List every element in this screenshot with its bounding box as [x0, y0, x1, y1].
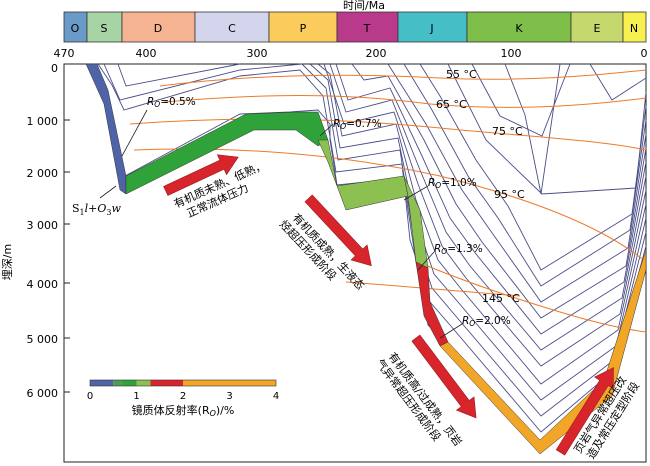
- x-axis-title: 时间/Ma: [343, 0, 385, 12]
- isotherm-line: [129, 118, 647, 151]
- x-tick-label: 0: [641, 47, 648, 60]
- burial-line: [589, 63, 647, 101]
- legend-bar-frame: [89, 379, 277, 387]
- legend-tick-label: 1: [133, 391, 139, 402]
- y-tick-label: 2 000: [27, 167, 59, 180]
- x-tick-label: 200: [366, 47, 387, 60]
- burial-line: [419, 63, 647, 271]
- formation-leader: [99, 185, 117, 199]
- ro-label: RO=1.3%: [434, 243, 483, 256]
- legend-tick-label: 4: [273, 391, 279, 402]
- isotherm-label: 95 °C: [494, 188, 525, 201]
- isotherms: [129, 69, 647, 333]
- ro-leader: [439, 323, 463, 339]
- ro-leader: [121, 109, 148, 157]
- y-tick-label: 3 000: [27, 219, 59, 232]
- burial-line: [117, 63, 647, 401]
- isotherm-line: [159, 69, 647, 87]
- x-tick-label: 470: [54, 47, 75, 60]
- stage-label-3: 有机质高/过成熟，页岩 气异常超压形成阶段: [373, 348, 467, 460]
- burial-line: [329, 63, 647, 351]
- ro-leader: [417, 251, 435, 271]
- burial-line: [403, 63, 647, 287]
- time-scale-bar: O S D C P T J K E N: [63, 11, 647, 43]
- ro-label: RO=0.5%: [147, 96, 196, 109]
- legend-segment: [136, 380, 151, 386]
- burial-line: [317, 63, 647, 385]
- legend-tick-label: 2: [180, 391, 186, 402]
- period-c: [194, 11, 270, 43]
- burial-line: [351, 63, 647, 319]
- isotherm-line: [133, 148, 647, 263]
- period-label-c: C: [228, 22, 236, 35]
- x-axis: 470 400 300 200 100 0: [54, 47, 648, 60]
- y-axis-title: 埋深/m: [1, 244, 14, 280]
- period-n: [622, 11, 647, 43]
- ro-labels: RO=0.5% RO=0.7% RO=1.0% RO=1.3% RO=2.0%: [121, 96, 511, 339]
- isotherm-label: 75 °C: [492, 125, 523, 138]
- ro-label: RO=2.0%: [462, 315, 511, 328]
- ro-leader: [403, 185, 429, 201]
- legend-color-bar: [90, 380, 276, 386]
- arrow-stage-3: [411, 334, 477, 419]
- legend-segment: [122, 380, 137, 386]
- burial-line: [97, 63, 647, 433]
- ro-label: RO=1.0%: [428, 177, 477, 190]
- period-label-o: O: [71, 22, 80, 35]
- isotherm-line: [163, 95, 647, 108]
- stage-arrows: [163, 154, 614, 456]
- period-s: [86, 11, 123, 43]
- burial-line: [387, 63, 647, 303]
- y-tick-label: 4 000: [27, 278, 59, 291]
- ro-legend: 0 1 2 3 4 镜质体反射率(RO)/%: [87, 379, 279, 418]
- x-tick-label: 100: [501, 47, 522, 60]
- period-d: [121, 11, 196, 43]
- y-tick-label: 6 000: [27, 387, 59, 400]
- arrow-stage-2: [304, 194, 372, 267]
- period-label-n: N: [630, 22, 638, 35]
- period-label-s: S: [101, 22, 108, 35]
- burial-line: [335, 63, 647, 335]
- period-p: [268, 11, 338, 43]
- legend-tick-label: 0: [87, 391, 93, 402]
- isotherm-labels: 55 °C 65 °C 75 °C 95 °C 145 °C: [436, 68, 525, 305]
- period-e: [570, 11, 624, 43]
- period-label-p: P: [300, 22, 307, 35]
- formation-label: S1l+O3w: [72, 202, 122, 217]
- legend-tick-label: 3: [226, 391, 232, 402]
- y-tick-label: 5 000: [27, 333, 59, 346]
- burial-line: [447, 63, 647, 195]
- arrow-stage-1: [163, 154, 239, 196]
- arrow-stage-4: [555, 367, 614, 456]
- period-label-d: D: [154, 22, 162, 35]
- legend-segment: [113, 380, 123, 386]
- legend-title: 镜质体反射率(RO)/%: [132, 403, 235, 418]
- y-tick-label: 0: [51, 62, 58, 75]
- burial-line: [504, 63, 561, 195]
- x-tick-label: 400: [136, 47, 157, 60]
- period-j: [397, 11, 468, 43]
- legend-segment: [183, 380, 276, 386]
- ro-leader: [319, 123, 334, 137]
- isotherm-label: 55 °C: [446, 68, 477, 81]
- y-tick-label: 1 000: [27, 115, 59, 128]
- period-label-j: J: [429, 22, 433, 35]
- y-axis: 0 1 000 2 000 3 000 4 000 5 000 6 000 埋深…: [1, 62, 70, 400]
- legend-segment: [90, 380, 114, 386]
- period-label-k: K: [515, 22, 523, 35]
- x-tick-label: 300: [247, 47, 268, 60]
- burial-line: [471, 63, 571, 137]
- band-immature: [85, 63, 127, 195]
- period-label-t: T: [363, 22, 371, 35]
- legend-segment: [150, 380, 183, 386]
- isotherm-label: 145 °C: [482, 292, 520, 305]
- burial-lines: [91, 63, 647, 453]
- period-label-e: E: [594, 22, 601, 35]
- period-t: [336, 11, 399, 43]
- ro-label: RO=0.7%: [333, 118, 382, 131]
- burial-line: [323, 63, 647, 367]
- burial-line: [103, 63, 647, 417]
- isotherm-label: 65 °C: [436, 98, 467, 111]
